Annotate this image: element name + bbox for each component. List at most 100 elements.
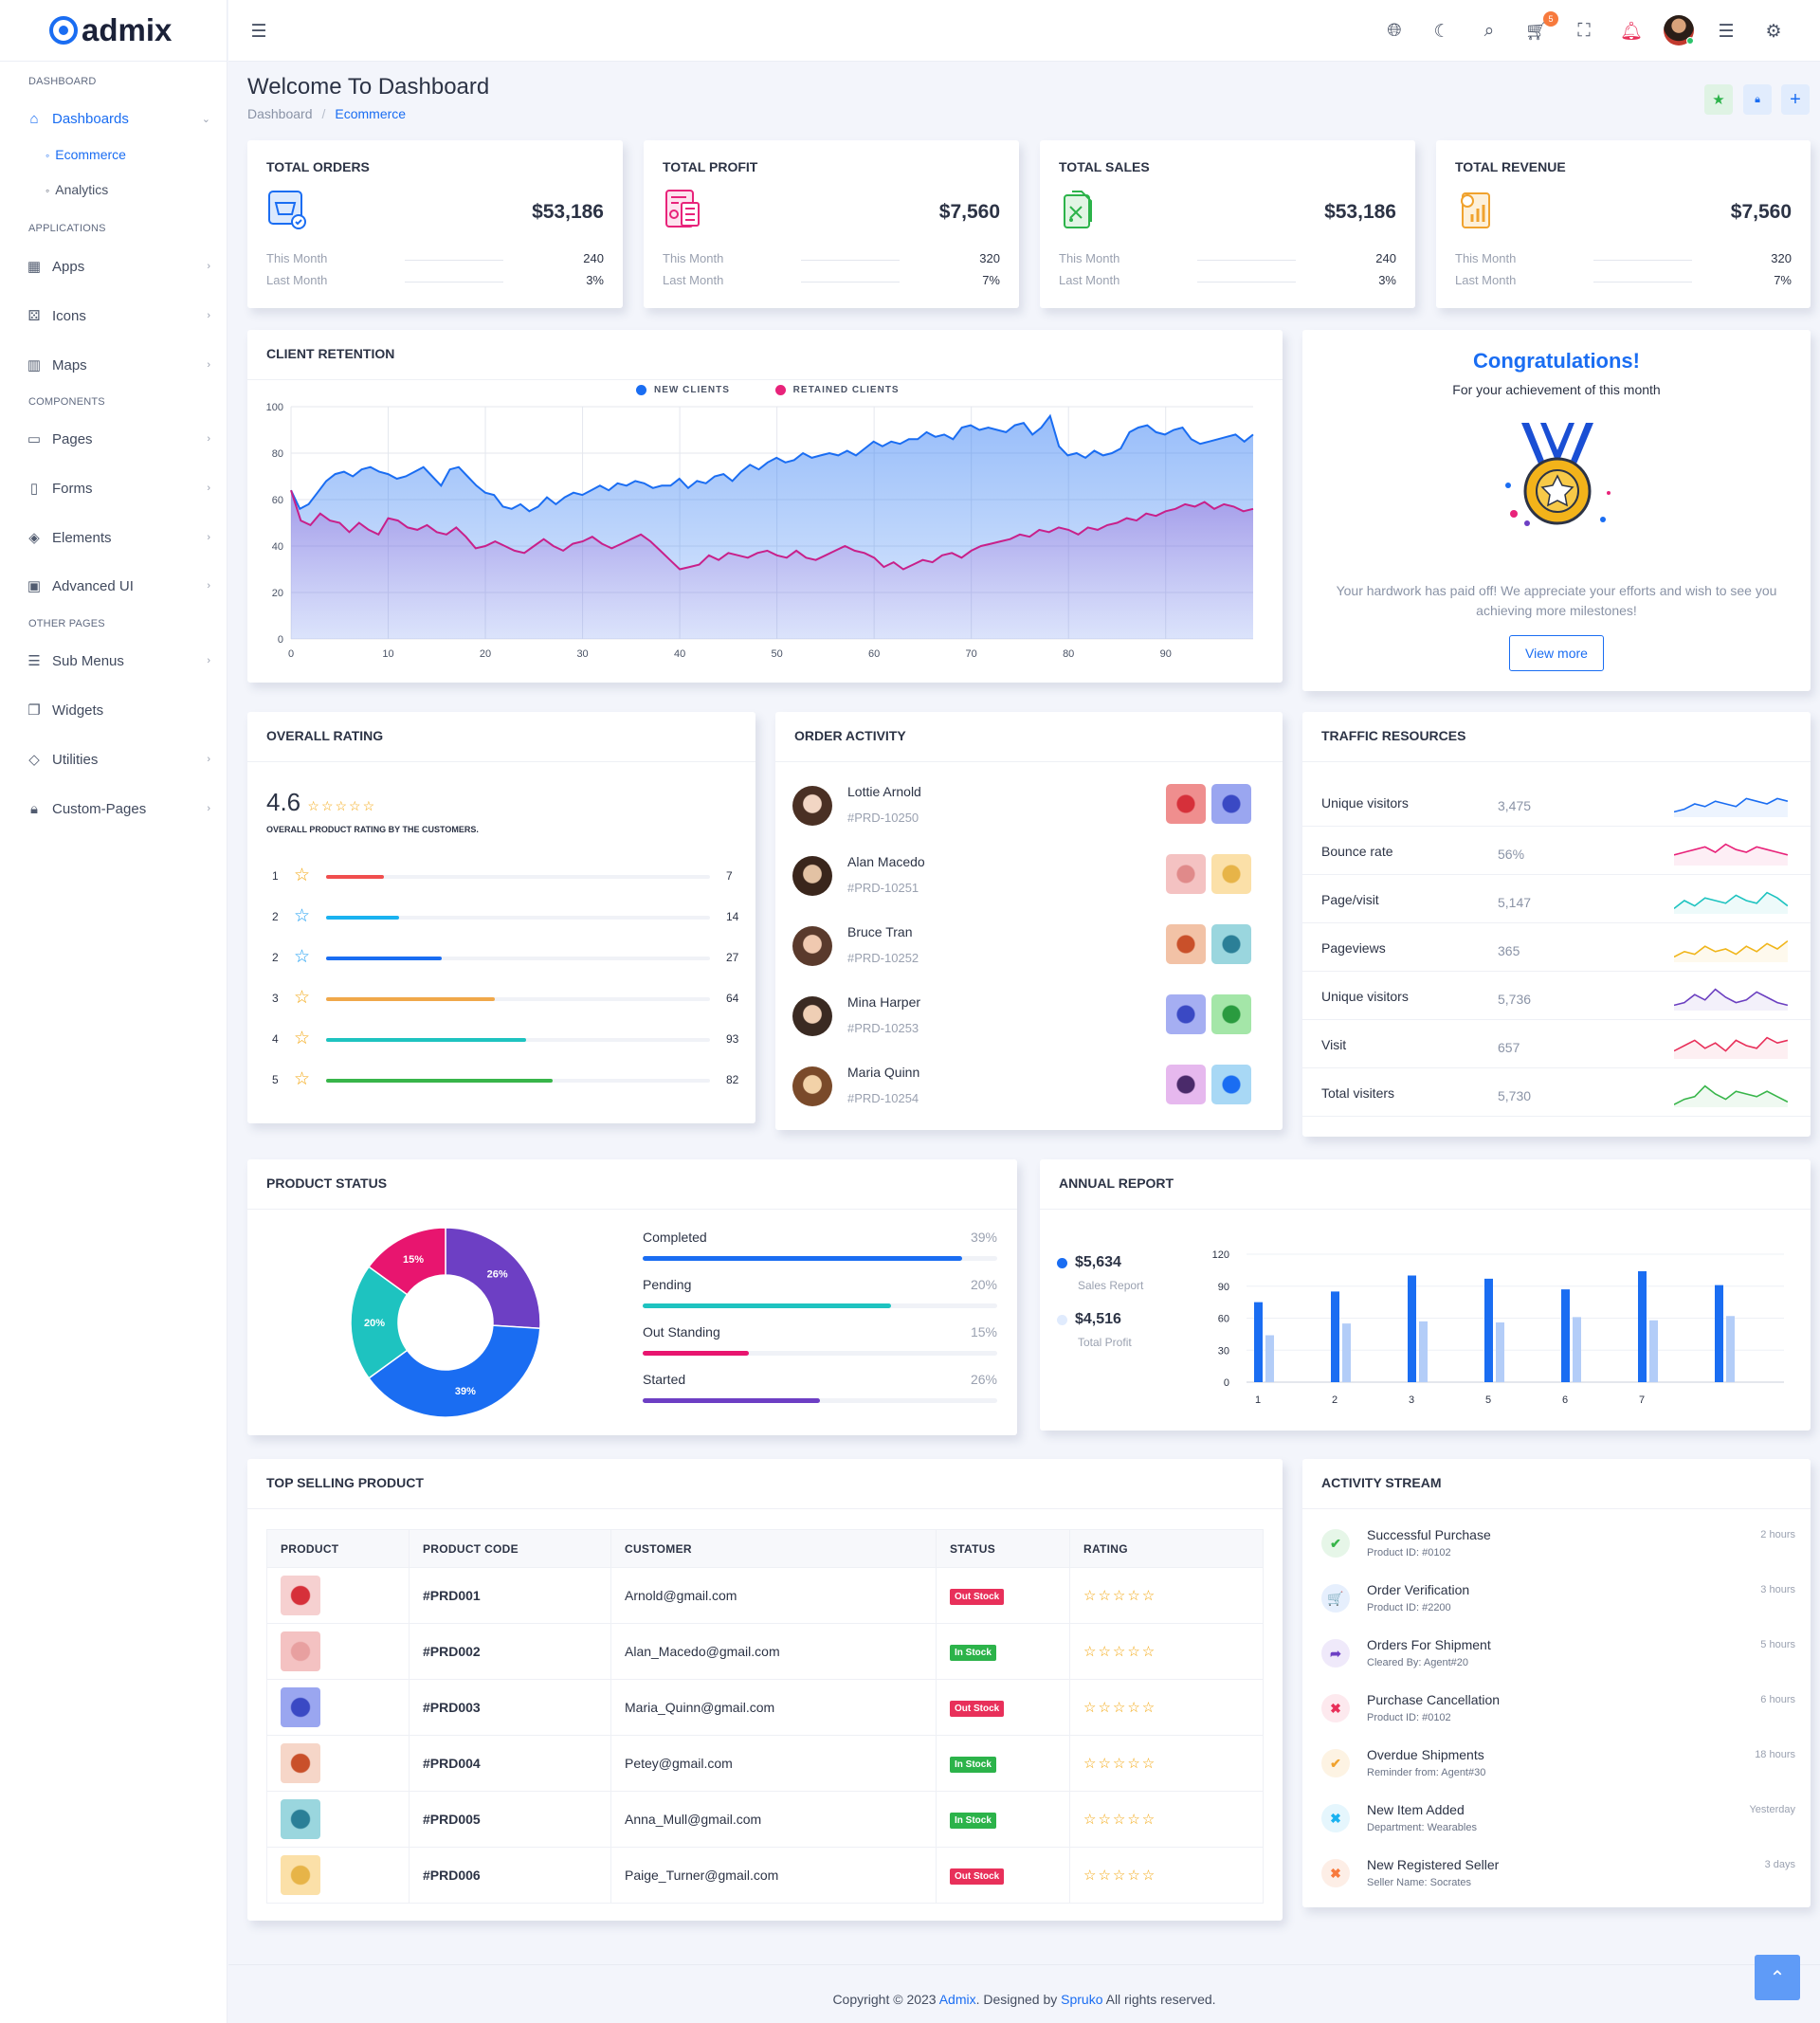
sidebar-subitem-ecommerce[interactable]: Ecommerce [46,147,126,162]
bar[interactable] [1649,1320,1658,1382]
sidebar-subitem-analytics[interactable]: Analytics [46,182,108,197]
favorite-button[interactable]: ★ [1704,84,1733,115]
bar[interactable] [1496,1322,1504,1382]
product-thumbnail[interactable] [1211,994,1251,1034]
back-to-top-button[interactable]: ⌃ [1755,1955,1800,2000]
sidebar-item-custom-pages[interactable]: 🔒︎ Custom-Pages › [25,796,214,821]
bell-icon[interactable]: 🔔︎ [1619,22,1644,42]
product-thumbnail[interactable] [1166,784,1206,824]
sparkline-area [1674,940,1788,962]
order-item[interactable]: Mina Harper #PRD-10253 [792,989,1266,1042]
table-row[interactable]: #PRD002 Alan_Macedo@gmail.com In Stock ☆☆☆☆… [266,1623,1264,1680]
search-icon[interactable]: ⌕ [1483,21,1495,41]
bar[interactable] [1484,1278,1493,1382]
table-row[interactable]: #PRD001 Arnold@gmail.com Out Stock ☆☆☆☆☆ [266,1567,1264,1624]
bar[interactable] [1726,1316,1735,1382]
order-item[interactable]: Maria Quinn #PRD-10254 [792,1059,1266,1112]
sidebar-item-dashboards[interactable]: ⌂ Dashboards ⌄ [25,106,214,131]
column-header-rating[interactable]: RATING [1069,1529,1264,1568]
sidebar-item-sub-menus[interactable]: ☰ Sub Menus › [25,648,214,673]
product-image[interactable] [281,1631,320,1671]
menu-lines-icon[interactable]: ☰ [1718,21,1735,42]
order-item[interactable]: Lottie Arnold #PRD-10250 [792,778,1266,831]
traffic-value: 657 [1498,1040,1520,1055]
bar[interactable] [1331,1291,1339,1382]
table-row[interactable]: #PRD006 Paige_Turner@gmail.com Out Stock ☆☆… [266,1847,1264,1904]
sidebar-item-pages[interactable]: ▭ Pages › [25,427,214,451]
lock-button[interactable]: 🔒︎ [1743,84,1772,115]
product-thumbnail[interactable] [1211,1065,1251,1104]
globe-icon[interactable]: 🌐︎ [1387,21,1402,41]
status-fill [643,1303,891,1308]
product-thumbnail[interactable] [1211,854,1251,894]
product-image[interactable] [281,1799,320,1839]
brand-logo[interactable]: admix [0,0,227,62]
activity-item[interactable]: ✖ New Registered Seller Seller Name: Socra… [1321,1857,1795,1906]
bar[interactable] [1561,1289,1570,1382]
activity-item[interactable]: 🛒 Order Verification Product ID: #2200 3 ho… [1321,1582,1795,1631]
column-header-code[interactable]: PRODUCT CODE [409,1529,611,1568]
bar[interactable] [1419,1321,1428,1382]
activity-time: 2 hours [1760,1529,1795,1540]
sidebar-item-utilities[interactable]: ◇ Utilities › [25,747,214,772]
gear-icon[interactable]: ⚙ [1765,21,1782,42]
top-selling-table: PRODUCT PRODUCT CODE CUSTOMER STATUS RAT… [266,1529,1264,1904]
sidebar-item-icons[interactable]: ⚄ Icons › [25,303,214,328]
y-tick-label: 90 [1218,1282,1229,1293]
product-image[interactable] [281,1743,320,1783]
footer-brand-link[interactable]: Admix [938,1992,976,2007]
donut-slice[interactable] [368,1324,541,1418]
bar[interactable] [1265,1335,1274,1383]
profit-label: Total Profit [1078,1336,1132,1349]
activity-item[interactable]: ➦ Orders For Shipment Cleared By: Agent#20… [1321,1637,1795,1686]
product-thumbnail[interactable] [1166,1065,1206,1104]
product-image[interactable] [281,1855,320,1895]
bar[interactable] [1638,1271,1647,1382]
table-row[interactable]: #PRD005 Anna_Mull@gmail.com In Stock ☆☆☆☆☆ [266,1791,1264,1848]
bar[interactable] [1254,1302,1263,1382]
sidebar-item-forms[interactable]: ▯ Forms › [25,476,214,501]
product-thumbnail[interactable] [1211,784,1251,824]
bar[interactable] [1573,1317,1581,1382]
activity-item[interactable]: ✖ New Item Added Department: Wearables Yest… [1321,1802,1795,1851]
footer-designer-link[interactable]: Spruko [1061,1992,1103,2007]
product-image[interactable] [281,1687,320,1727]
cart-icon[interactable]: 🛒︎ [1524,22,1549,42]
activity-item[interactable]: ✔ Successful Purchase Product ID: #0102 2 h… [1321,1527,1795,1576]
status-cell: In Stock [936,1791,1070,1848]
sidebar-item-maps[interactable]: ▥ Maps › [25,353,214,377]
sidebar-item-apps[interactable]: ▦ Apps › [25,254,214,279]
sidebar-item-elements[interactable]: ◈ Elements › [25,525,214,550]
view-more-button[interactable]: View more [1509,635,1604,671]
table-row[interactable]: #PRD003 Maria_Quinn@gmail.com Out Stock ☆☆☆… [266,1679,1264,1736]
product-image[interactable] [281,1576,320,1615]
star-icon: ★ [1712,92,1725,108]
hamburger-menu-icon[interactable]: ☰ [250,21,267,42]
product-thumbnail[interactable] [1166,854,1206,894]
donut-slice[interactable] [445,1227,541,1330]
column-header-product[interactable]: PRODUCT [266,1529,410,1568]
bar[interactable] [1342,1323,1351,1382]
sidebar-item-widgets[interactable]: ❐ Widgets [25,698,214,722]
bar[interactable] [1408,1275,1416,1383]
activity-item[interactable]: ✖ Purchase Cancellation Product ID: #0102 6… [1321,1692,1795,1741]
table-row[interactable]: #PRD004 Petey@gmail.com In Stock ☆☆☆☆☆ [266,1735,1264,1792]
moon-icon[interactable]: ☾ [1433,21,1450,42]
sidebar-item-advanced-ui[interactable]: ▣ Advanced UI › [25,574,214,598]
activity-item[interactable]: ✔ Overdue Shipments Reminder from: Agent#3… [1321,1747,1795,1796]
donut-slice[interactable] [368,1227,446,1296]
order-item[interactable]: Alan Macedo #PRD-10251 [792,848,1266,902]
bar[interactable] [1715,1285,1723,1382]
add-button[interactable]: + [1781,84,1810,115]
product-thumbnail[interactable] [1211,924,1251,964]
product-thumbnail[interactable] [1166,994,1206,1034]
column-header-status[interactable]: STATUS [936,1529,1070,1568]
order-item[interactable]: Bruce Tran #PRD-10252 [792,919,1266,972]
user-avatar[interactable] [1664,15,1694,46]
breadcrumb-home[interactable]: Dashboard [247,106,313,121]
order-id: #PRD-10254 [847,1091,919,1105]
donut-slice[interactable] [350,1266,409,1379]
product-thumbnail[interactable] [1166,924,1206,964]
column-header-customer[interactable]: CUSTOMER [610,1529,937,1568]
fullscreen-icon[interactable]: ⛶ [1577,21,1591,41]
